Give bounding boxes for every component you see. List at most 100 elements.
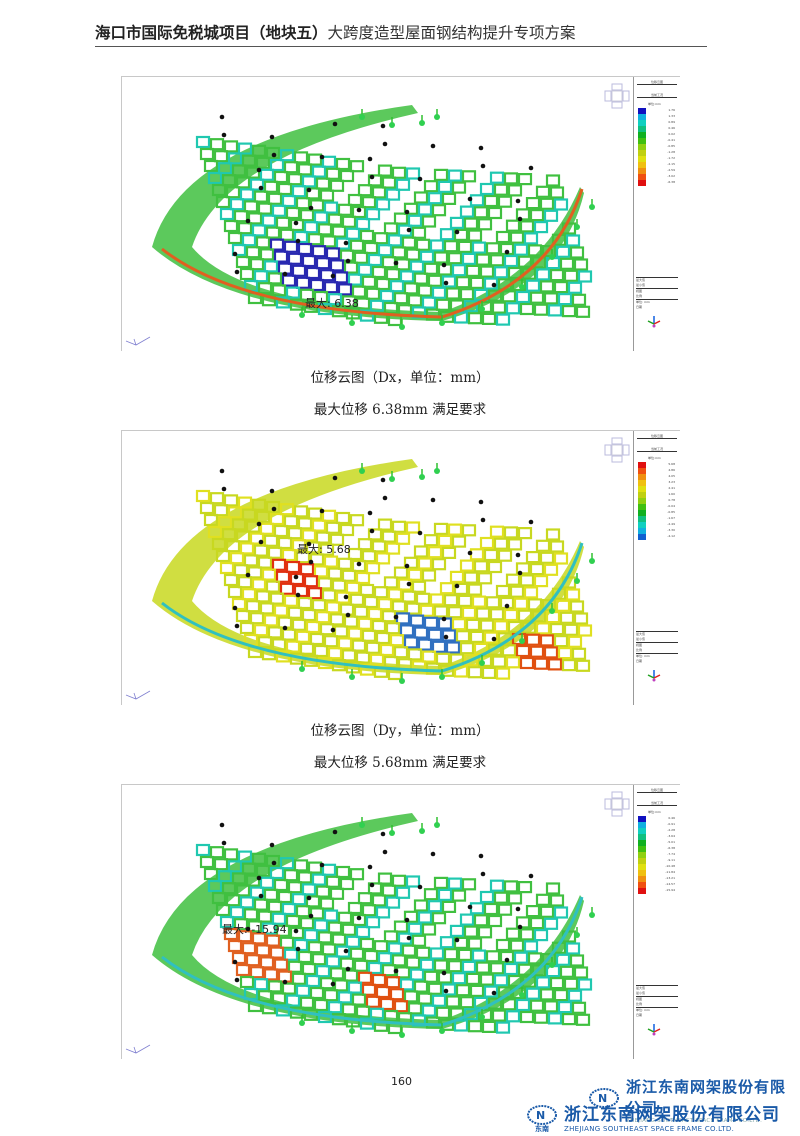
legend-value: -0.04: [667, 504, 675, 508]
company-name-en: ZHEJIANG SOUTHEAST SPACE FRAME CO.LTD.: [626, 1118, 763, 1124]
legend-subtitle: 当前工况: [637, 447, 677, 452]
axis-triad-icon: [647, 670, 661, 682]
legend-values: 0.46 -0.91 -2.28 -3.64 -5.01 -6.38 -7.74 -9.11 -…: [652, 815, 678, 893]
company-logo-icon: N 东南: [524, 1104, 564, 1133]
color-legend: 位移云图当前工况单位:mm 5.68 4.86 4.05 3.23 2.41 1.60 0.7…: [633, 431, 680, 705]
legend-value: -0.85: [667, 144, 675, 148]
view-cube-icon[interactable]: [604, 83, 630, 109]
legend-value: 1.60: [668, 492, 675, 496]
legend-value: -4.12: [667, 534, 675, 538]
legend-value: 0.78: [668, 498, 675, 502]
figure-dx-conclusion: 最大位移 6.38mm 满足要求: [313, 402, 487, 418]
svg-text:东南: 东南: [535, 1124, 549, 1132]
page-header: 海口市国际免税城项目（地块五）大跨度造型屋面钢结构提升专项方案: [95, 22, 707, 47]
legend-info-line: 视图: [636, 288, 678, 294]
axis-triad-icon: [647, 1024, 661, 1036]
legend-value: -0.85: [667, 510, 675, 514]
max-displacement-label: 最大: 5.68: [297, 543, 351, 556]
company-name-cn: 浙江东南网架股份有限公司: [564, 1105, 780, 1125]
axis-triad-icon: [647, 316, 661, 328]
legend-title: 位移云图: [637, 788, 677, 793]
legend-value: -2.28: [667, 828, 675, 832]
view-cube-icon[interactable]: [604, 437, 630, 463]
legend-color-bar: [638, 816, 646, 894]
svg-text:N: N: [598, 1092, 607, 1105]
legend-info-line: 比例: [636, 648, 643, 652]
legend-value: -11.84: [665, 870, 675, 874]
legend-info-line: 日期: [636, 659, 643, 663]
figure-dz-contour: 最大: -15.94 位移云图 当前工况 单位:mm 0.46 -0.91 -2.28 -3.…: [121, 784, 680, 1059]
legend-value: -15.94: [665, 888, 675, 892]
legend-value: -3.64: [667, 834, 675, 838]
legend-value: -9.11: [667, 858, 675, 862]
legend-unit: 单位:mm: [648, 456, 661, 460]
legend-value: 4.86: [668, 468, 675, 472]
color-legend: 位移云图 当前工况 单位:mm 0.46 -0.91 -2.28 -3.64 -5.01 -6.…: [633, 785, 680, 1059]
legend-info-line: 单位: mm: [636, 653, 678, 659]
legend-value: -1.67: [667, 516, 675, 520]
legend-info-line: 最小值: [636, 637, 646, 641]
legend-value: 0.02: [668, 132, 675, 136]
legend-value: -5.01: [667, 840, 675, 844]
fem-model-contour: [152, 105, 595, 330]
legend-value: -0.91: [667, 822, 675, 826]
legend-info-line: 比例: [636, 294, 643, 298]
legend-value: -3.02: [667, 174, 675, 178]
max-displacement-label: 最大: -15.94: [222, 923, 287, 936]
legend-value: -6.38: [667, 846, 675, 850]
fem-model-contour: [152, 459, 595, 684]
legend-info-line: 最大值: [636, 277, 678, 283]
figure-dx-contour: 最大: 6.38 位移云图 当前工况 单位:mm 1.76 1.33 0.89 0.46 0.0…: [121, 76, 680, 351]
legend-title: 位移云图: [637, 434, 677, 439]
page-number: 160: [391, 1075, 412, 1088]
legend-value: -6.38: [667, 180, 675, 184]
legend-value: 4.05: [668, 474, 675, 478]
legend-value: -7.74: [667, 852, 675, 856]
legend-info-line: 比例: [636, 1002, 643, 1006]
legend-value: 3.23: [668, 480, 675, 484]
legend-values: 5.68 4.86 4.05 3.23 2.41 1.60 0.78 -0.04 -0.85 -1…: [652, 461, 678, 539]
legend-info: 最大值 最小值 视图 比例 单位: mm 日期: [636, 277, 678, 332]
legend-info-line: 单位: mm: [636, 299, 678, 305]
axis-triad-icon: [124, 331, 154, 347]
company-logo-icon: N: [586, 1087, 626, 1113]
legend-info-line: 最小值: [636, 991, 646, 995]
legend-info-line: 最大值: [636, 985, 678, 991]
legend-info: 最大值 最小值 视图 比例 单位: mm 日期: [636, 985, 678, 1040]
legend-info-line: 日期: [636, 1013, 643, 1017]
company-logo-upper: N 浙江东南网架股份有限公司 ZHEJIANG SOUTHEAST SPACE …: [586, 1076, 800, 1124]
company-name-cn: 浙江东南网架股份有限公司: [626, 1078, 787, 1117]
figure-dy-conclusion: 最大位移 5.68mm 满足要求: [313, 755, 487, 771]
legend-info-line: 日期: [636, 305, 643, 309]
header-title-bold: 海口市国际免税城项目（地块五）: [95, 24, 328, 42]
legend-info: 最大值 最小值 视图 比例 单位: mm 日期: [636, 631, 678, 686]
legend-value: -13.21: [665, 876, 675, 880]
max-displacement-label: 最大: 6.38: [305, 297, 359, 310]
legend-value: -0.41: [667, 138, 675, 142]
legend-color-bar: [638, 462, 646, 540]
legend-value: 0.89: [668, 120, 675, 124]
svg-text:N: N: [536, 1109, 545, 1122]
legend-subtitle: 当前工况: [637, 93, 677, 98]
view-cube-icon[interactable]: [604, 791, 630, 817]
legend-value: 1.76: [668, 108, 675, 112]
legend-value: 2.41: [668, 486, 675, 490]
legend-value: 5.68: [668, 462, 675, 466]
legend-value: 1.33: [668, 114, 675, 118]
legend-value: -10.48: [665, 864, 675, 868]
legend-subtitle: 当前工况: [637, 801, 677, 806]
figure-dx-caption: 位移云图（Dx，单位：mm）: [310, 370, 490, 386]
legend-value: -2.15: [667, 162, 675, 166]
legend-info-line: 最大值: [636, 631, 678, 637]
axis-triad-icon: [124, 685, 154, 701]
legend-info-line: 单位: mm: [636, 1007, 678, 1013]
legend-value: 0.46: [668, 126, 675, 130]
legend-info-line: 视图: [636, 642, 678, 648]
legend-value: -3.30: [667, 528, 675, 532]
axis-triad-icon: [124, 1039, 154, 1055]
legend-value: -14.57: [665, 882, 675, 886]
header-title-rest: 大跨度造型屋面钢结构提升专项方案: [327, 24, 576, 42]
legend-values: 1.76 1.33 0.89 0.46 0.02 -0.41 -0.85 -1.28 -1.72…: [652, 107, 678, 185]
company-name-en: ZHEJIANG SOUTHEAST SPACE FRAME CO.LTD.: [564, 1125, 735, 1133]
fem-model-contour: [152, 813, 595, 1038]
